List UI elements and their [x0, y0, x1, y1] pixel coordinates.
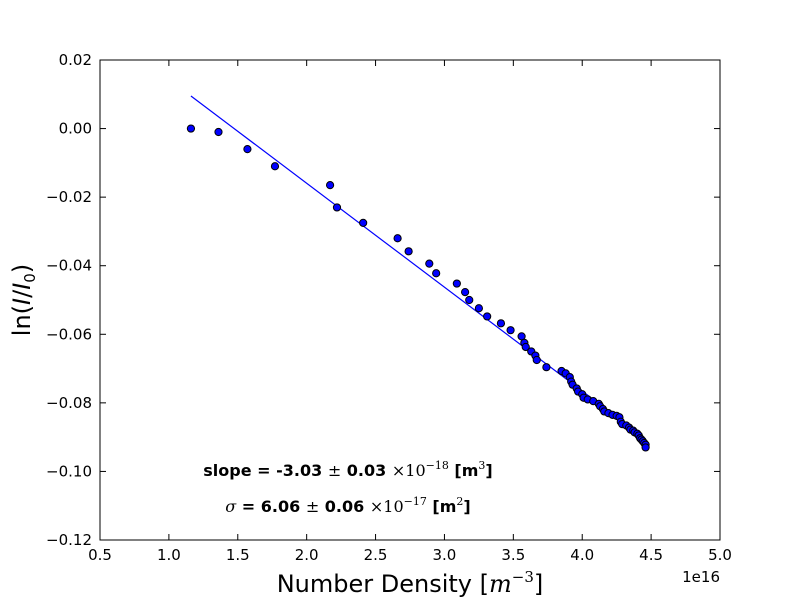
y-tick-label: −0.12: [46, 531, 92, 549]
slope-unit-close: ]: [485, 461, 492, 480]
data-point: [483, 312, 492, 321]
y-axis-label-i: I: [8, 298, 36, 305]
data-point: [270, 162, 280, 171]
data-point: [532, 355, 541, 365]
sigma-pm: ±: [306, 497, 319, 516]
y-tick-label: −0.04: [46, 257, 92, 275]
data-point: [432, 269, 441, 278]
y-axis-label-slash: /: [8, 289, 36, 298]
x-axis-label-bracket-open: [: [480, 570, 489, 598]
x-axis-label-unit-exp: −3: [512, 568, 534, 586]
plot-layer: [186, 95, 650, 452]
data-point: [474, 304, 483, 313]
y-tick-label: −0.10: [46, 462, 92, 480]
slope-unit-open: [m: [454, 461, 478, 480]
x-tick-label: 4.5: [639, 546, 663, 564]
x-axis-label-unit: m: [489, 570, 512, 598]
y-axis-label-prefix: ln(: [8, 305, 36, 336]
data-point: [461, 288, 470, 297]
y-axis-label: ln(I/I0): [8, 264, 39, 336]
slope-pm: ±: [328, 461, 341, 480]
sigma-times: ×10: [370, 497, 404, 516]
y-axis-label-i0-sub: 0: [21, 273, 39, 283]
x-tick-label: 3.0: [433, 546, 457, 564]
sigma-value: = 6.06: [242, 497, 300, 516]
data-point: [425, 259, 434, 268]
x-tick-label: 3.5: [501, 546, 525, 564]
y-tick-label: 0.02: [59, 51, 92, 69]
x-axis-label-text: Number Density: [277, 570, 472, 598]
x-tick-label: 1.0: [157, 546, 181, 564]
sigma-unit-exp: 2: [456, 495, 463, 508]
data-point: [214, 127, 223, 137]
y-tick-label: −0.02: [46, 188, 92, 206]
slope-exponent: −18: [426, 459, 449, 472]
y-tick-label: −0.06: [46, 325, 92, 343]
data-point: [332, 203, 342, 212]
slope-value: slope = -3.03: [203, 461, 322, 480]
y-tick-label: 0.00: [59, 120, 92, 138]
slope-unit-exp: 3: [478, 459, 485, 472]
sigma-unit-close: ]: [463, 497, 470, 516]
x-axis-label-bracket-close: ]: [534, 570, 543, 598]
slope-error: 0.03: [347, 461, 386, 480]
x-tick-label: 4.0: [570, 546, 594, 564]
x-tick-label: 1.5: [226, 546, 250, 564]
data-point: [641, 443, 650, 452]
x-offset-label: 1e16: [682, 568, 720, 586]
x-tick-label: 0.5: [88, 546, 112, 564]
sigma-unit-open: [m: [432, 497, 456, 516]
data-point: [393, 234, 402, 243]
data-point: [506, 326, 515, 335]
plot-frame: [99, 59, 721, 541]
slope-annotation: slope = -3.03 ± 0.03 ×10−18 [m3]: [203, 454, 492, 480]
data-point: [521, 342, 530, 352]
data-point: [496, 319, 506, 328]
sigma-symbol: σ: [225, 497, 237, 516]
data-point: [404, 247, 413, 256]
sigma-error: 0.06: [325, 497, 364, 516]
y-axis-label-i0: I: [8, 283, 36, 290]
data-point: [359, 218, 368, 227]
data-point: [243, 145, 252, 154]
data-point: [542, 363, 551, 372]
data-point: [465, 295, 474, 305]
x-tick-label: 5.0: [708, 546, 732, 564]
data-point: [452, 279, 461, 288]
x-tick-label: 2.0: [295, 546, 319, 564]
sigma-exponent: −17: [404, 495, 427, 508]
ticks-layer: 0.5 1.0 1.5 2.0 2.5 3.0 3.5 4.0 4.5 5.0 0.02 0.00 −0…: [46, 51, 732, 564]
x-tick-label: 2.5: [364, 546, 388, 564]
data-point: [186, 124, 196, 133]
y-tick-label: −0.08: [46, 394, 92, 412]
data-point: [325, 181, 335, 190]
sigma-annotation: σ = 6.06 ± 0.06 ×10−17 [m2]: [225, 490, 470, 516]
slope-times: ×10: [392, 461, 426, 480]
x-axis-label: Number Density [m−3]: [277, 568, 544, 598]
y-axis-label-suffix: ): [8, 264, 36, 273]
